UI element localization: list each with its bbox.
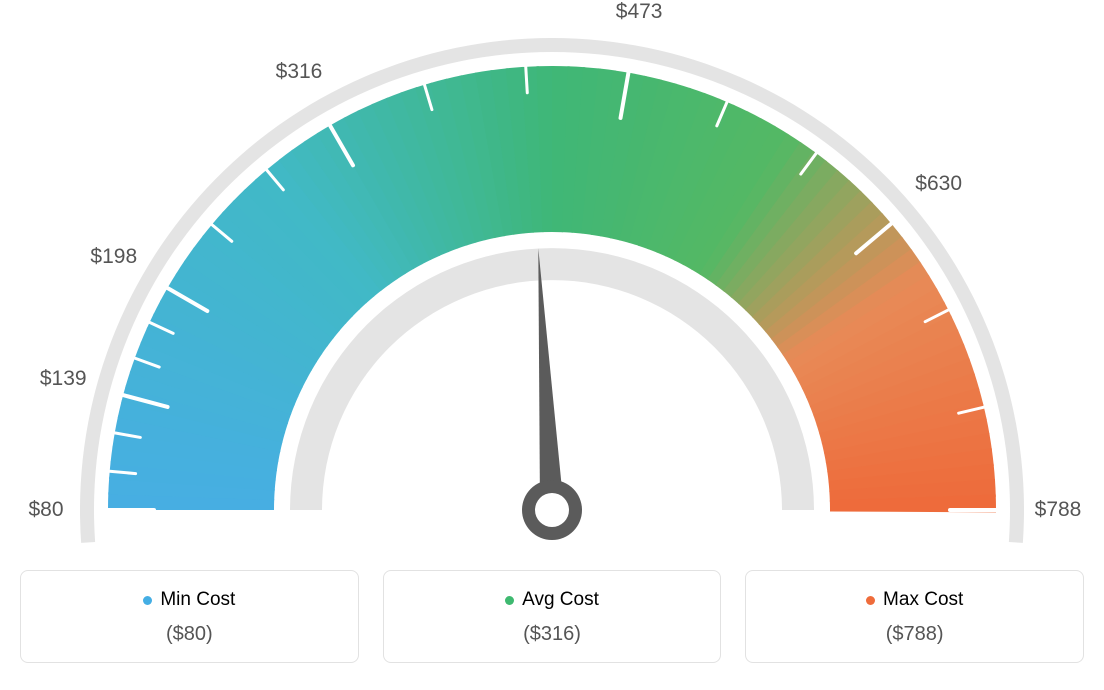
legend-title-min: Min Cost (143, 589, 235, 611)
scale-label: $316 (276, 60, 323, 84)
legend-card-avg: Avg Cost ($316) (383, 570, 722, 663)
legend-label-max: Max Cost (883, 589, 963, 611)
legend-row: Min Cost ($80) Avg Cost ($316) Max Cost … (20, 570, 1084, 663)
scale-label: $139 (40, 367, 87, 391)
scale-label: $630 (915, 172, 962, 196)
legend-card-max: Max Cost ($788) (745, 570, 1084, 663)
legend-card-min: Min Cost ($80) (20, 570, 359, 663)
legend-title-max: Max Cost (866, 589, 963, 611)
cost-gauge-widget: $80$139$198$316$473$630$788 Min Cost ($8… (20, 20, 1084, 663)
legend-dot-max (866, 596, 875, 605)
scale-label: $473 (616, 0, 663, 24)
scale-label: $788 (1035, 498, 1082, 522)
legend-dot-avg (505, 596, 514, 605)
scale-label: $80 (28, 498, 63, 522)
legend-value-avg: ($316) (396, 623, 709, 646)
scale-label: $198 (90, 245, 137, 269)
legend-dot-min (143, 596, 152, 605)
legend-value-min: ($80) (33, 623, 346, 646)
legend-label-avg: Avg Cost (522, 589, 599, 611)
legend-title-avg: Avg Cost (505, 589, 599, 611)
legend-label-min: Min Cost (160, 589, 235, 611)
gauge: $80$139$198$316$473$630$788 (20, 20, 1084, 560)
legend-value-max: ($788) (758, 623, 1071, 646)
